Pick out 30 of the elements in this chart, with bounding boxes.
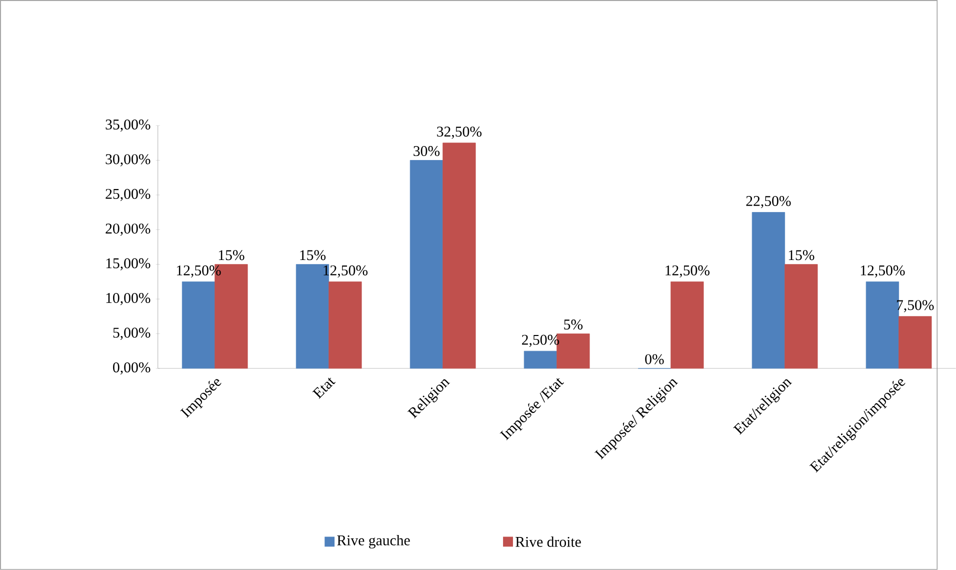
bar [784, 264, 818, 369]
y-tick-label: 35,00% [106, 120, 150, 132]
y-tick-label: 15,00% [106, 258, 150, 270]
data-label: 12,50% [860, 265, 905, 278]
legend-label: Rive droite [516, 536, 581, 547]
data-label: 15% [300, 250, 326, 260]
y-tick-label: 20,00% [106, 224, 150, 236]
y-tick-label: 30,00% [106, 154, 150, 166]
data-label: 15% [788, 250, 814, 260]
bar [752, 212, 786, 369]
x-tick-label: Etat [312, 378, 336, 399]
data-label: 0% [645, 354, 664, 364]
bar [670, 282, 704, 369]
bar [328, 282, 362, 369]
legend-label: Rive gauche [337, 534, 410, 548]
y-tick-label: 5,00% [113, 328, 150, 340]
y-tick-label: 25,00% [106, 188, 150, 202]
data-label: 5% [564, 320, 583, 330]
bar [182, 282, 216, 369]
bar [524, 350, 558, 369]
bar [442, 142, 476, 369]
data-label: 15% [218, 250, 244, 260]
bar [410, 160, 444, 369]
data-label: 30% [414, 146, 440, 156]
data-label: 22,50% [746, 196, 791, 208]
y-tick-label: 10,00% [106, 293, 150, 306]
data-label: 12,50% [666, 265, 710, 278]
y-tick-label: 0,00% [113, 362, 150, 375]
data-label: 32,50% [437, 126, 482, 139]
bar [898, 316, 932, 369]
